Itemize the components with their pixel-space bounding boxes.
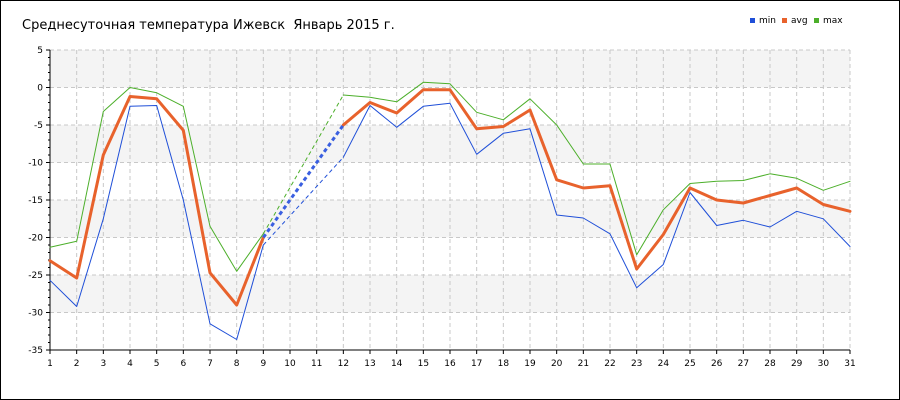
series-line-avg [341, 88, 852, 271]
y-tick-label: -30 [28, 309, 43, 319]
y-tick-label: 5 [37, 46, 43, 56]
x-tick-label: 19 [524, 359, 536, 369]
x-tick-label: 28 [764, 359, 776, 369]
gap-bridge-max [262, 94, 344, 234]
x-tick-label: 13 [364, 359, 375, 369]
x-tick-label: 16 [444, 359, 456, 369]
legend-label-avg: avg [791, 16, 808, 26]
x-tick-label: 2 [74, 359, 80, 369]
chart-title: Среднесуточная температура Ижевск Январь… [22, 18, 395, 33]
y-tick-label: -25 [28, 271, 43, 281]
legend-swatch-min [750, 18, 755, 23]
y-tick-label: -5 [34, 121, 43, 131]
x-tick-label: 23 [631, 359, 642, 369]
x-tick-label: 26 [711, 359, 723, 369]
y-tick-label: -20 [28, 234, 43, 244]
legend-swatch-max [814, 18, 819, 23]
x-tick-label: 27 [738, 359, 749, 369]
series-line-min [49, 105, 264, 340]
x-tick-label: 17 [471, 359, 482, 369]
x-tick-label: 7 [207, 359, 213, 369]
y-tick-label: -35 [28, 346, 43, 356]
x-tick-label: 24 [658, 359, 670, 369]
x-tick-label: 15 [418, 359, 429, 369]
x-tick-label: 10 [284, 359, 296, 369]
x-tick-label: 18 [498, 359, 510, 369]
x-tick-label: 4 [127, 359, 133, 369]
x-tick-label: 8 [234, 359, 240, 369]
series-line-avg [48, 95, 265, 307]
x-tick-label: 31 [844, 359, 855, 369]
x-tick-label: 6 [180, 359, 186, 369]
axes: 50-5-10-15-20-25-30-351 2 3 4 5 6 7 8 9 10 11 12 13 1… [28, 46, 855, 369]
x-tick-label: 5 [154, 359, 160, 369]
x-tick-label: 25 [684, 359, 695, 369]
x-tick-label: 22 [604, 359, 615, 369]
x-tick-label: 29 [791, 359, 803, 369]
gap-bridge-avg [262, 124, 345, 239]
x-tick-label: 21 [578, 359, 589, 369]
legend: min avg max [750, 16, 843, 26]
series-line-max [342, 81, 851, 256]
x-tick-label: 1 [47, 359, 53, 369]
x-tick-label: 12 [338, 359, 349, 369]
x-tick-label: 11 [311, 359, 322, 369]
x-tick-label: 14 [391, 359, 403, 369]
y-tick-label: -10 [28, 159, 43, 169]
legend-label-min: min [759, 16, 776, 26]
series-line-min [342, 102, 851, 289]
y-tick-label: 0 [37, 84, 43, 94]
plot-band [50, 275, 850, 313]
series-line-max [49, 87, 264, 272]
x-tick-label: 9 [260, 359, 266, 369]
x-tick-label: 3 [100, 359, 106, 369]
legend-label-max: max [823, 16, 843, 26]
x-tick-label: 30 [818, 359, 830, 369]
legend-swatch-avg [782, 18, 787, 23]
gap-bridge-min [262, 156, 344, 246]
series-lines [48, 81, 852, 340]
x-tick-label: 20 [551, 359, 563, 369]
y-tick-label: -15 [28, 196, 43, 206]
